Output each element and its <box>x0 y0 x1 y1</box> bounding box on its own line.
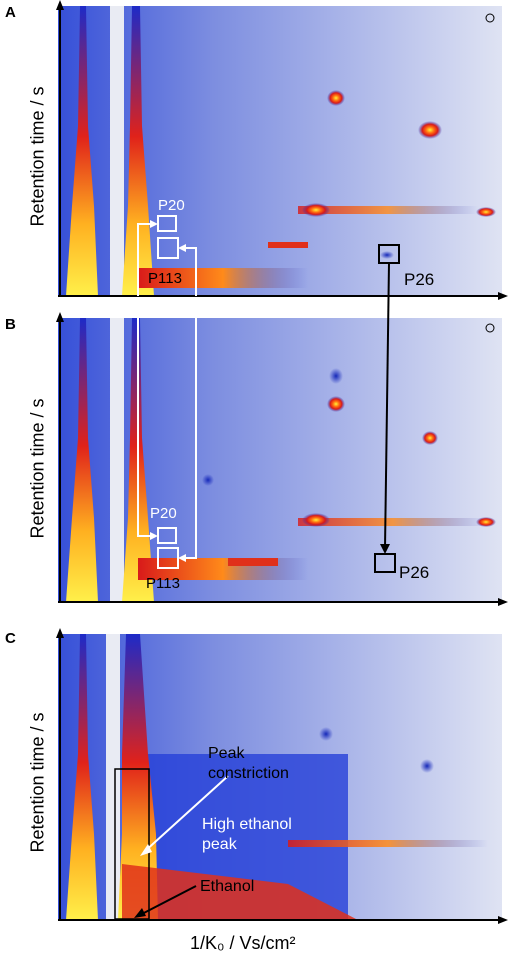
box-p20 <box>157 527 177 544</box>
peak-spot <box>329 368 343 384</box>
peak-spot <box>327 396 345 412</box>
heatmap-panel-c: Peak constriction High ethanol peak Etha… <box>56 628 508 932</box>
box-p20 <box>157 215 177 232</box>
label-p20: P20 <box>150 505 177 522</box>
x-axis-label: 1/K₀ / Vs/cm² <box>190 933 296 953</box>
label-p26: P26 <box>399 563 429 582</box>
ethanol-region <box>122 864 358 920</box>
heatmap-panel-a: P20 P113 P26 <box>56 0 508 304</box>
label-ethanol: Ethanol <box>200 878 254 895</box>
ethanol-arrowhead <box>134 908 146 918</box>
signal-column-1 <box>66 318 98 602</box>
p26-connector-line <box>384 262 390 549</box>
peak-spot <box>418 121 442 139</box>
label-high-ethanol-2: peak <box>202 836 238 853</box>
peak-spot <box>302 203 330 217</box>
streak-mid <box>298 206 478 214</box>
arrowhead-p113 <box>178 244 186 252</box>
p26-connector-arrowhead <box>380 544 390 554</box>
zoom-icon <box>485 323 495 333</box>
peak-spot <box>420 759 434 773</box>
rip-band <box>106 634 120 920</box>
x-axis-arrow <box>498 916 508 924</box>
label-p113: P113 <box>148 270 182 287</box>
peak-constriction-arrowhead <box>140 844 152 856</box>
streak-spot <box>228 558 278 566</box>
peak-spot <box>202 474 214 486</box>
label-high-ethanol-1: High ethanol <box>202 816 292 833</box>
heatmap-a: P20 P113 P26 <box>56 0 508 300</box>
heatmap-c: Peak constriction High ethanol peak Etha… <box>56 628 508 924</box>
heatmap-b: P20 P113 P26 <box>56 312 508 606</box>
rip-band <box>110 318 124 602</box>
arrowhead-p20 <box>150 532 158 540</box>
streak-mid <box>298 518 488 526</box>
streak-mid <box>288 840 488 847</box>
x-axis-arrow <box>498 598 508 606</box>
y-axis-arrow <box>56 312 64 322</box>
peak-spot <box>422 431 438 445</box>
ethanol-arrow <box>137 885 197 917</box>
peak-spot <box>476 517 496 527</box>
label-p26: P26 <box>404 270 434 289</box>
peak-spot <box>476 207 496 217</box>
label-p113: P113 <box>146 575 180 592</box>
panel-label-b: B <box>5 316 16 333</box>
streak-bottom <box>138 268 308 288</box>
panel-label-a: A <box>5 4 16 21</box>
rip-band <box>110 6 124 296</box>
peak-spot <box>302 513 330 527</box>
label-peak-constriction-2: constriction <box>208 765 289 782</box>
signal-column-1 <box>66 6 98 296</box>
x-axis-arrow <box>498 292 508 300</box>
y-axis-arrow <box>56 0 64 10</box>
y-axis-arrow <box>56 628 64 638</box>
panel-label-c: C <box>5 630 16 647</box>
peak-spot <box>319 727 333 741</box>
peak-spot-p26 <box>380 251 394 259</box>
label-p20: P20 <box>158 197 185 214</box>
peak-spot <box>327 90 345 106</box>
arrowhead-p20 <box>150 220 158 228</box>
label-peak-constriction-1: Peak <box>208 745 245 762</box>
streak-spot <box>268 242 308 248</box>
heatmap-panel-b: P20 P113 P26 <box>56 312 508 616</box>
signal-column-1 <box>66 634 98 920</box>
ethanol-box <box>114 768 150 920</box>
peak-constriction-arrow <box>143 775 229 853</box>
zoom-icon <box>485 13 495 23</box>
arrowhead-p113 <box>178 554 186 562</box>
